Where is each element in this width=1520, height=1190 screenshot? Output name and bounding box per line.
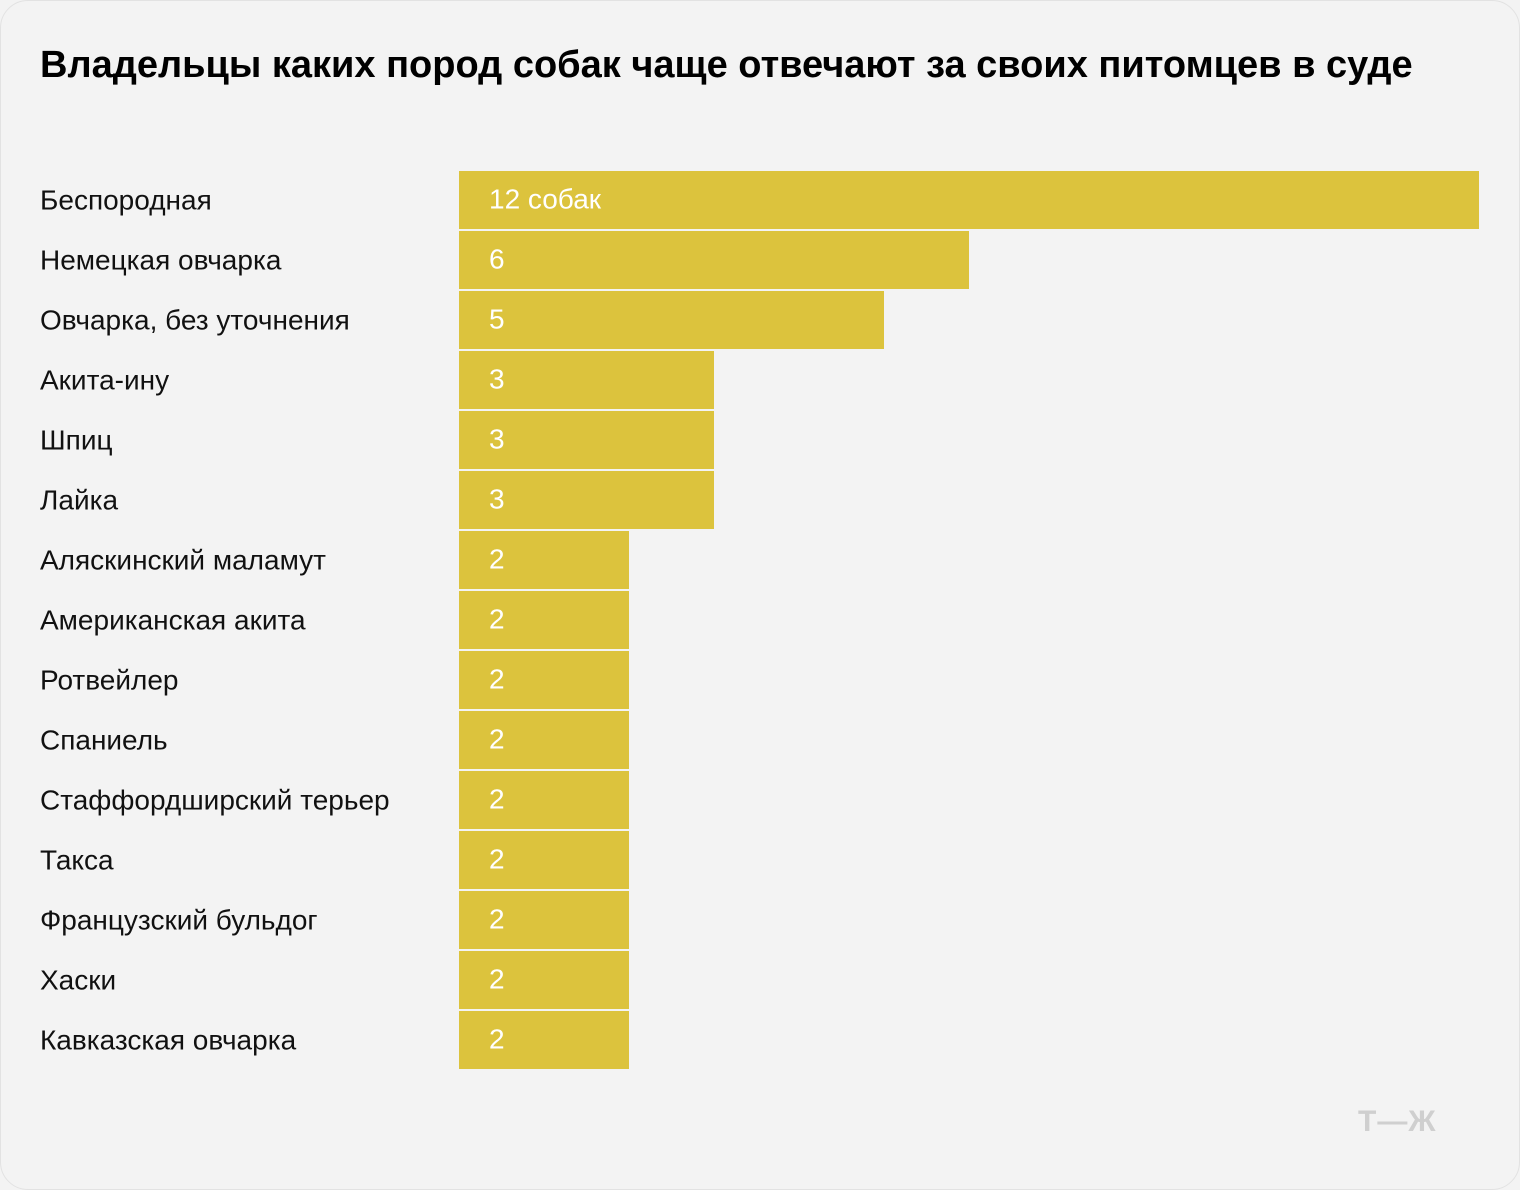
category-label: Спаниель bbox=[40, 724, 168, 755]
bar-value-label: 3 bbox=[489, 363, 505, 394]
bar-value-label: 2 bbox=[489, 663, 505, 694]
category-label: Такса bbox=[40, 844, 114, 875]
bar-value-label: 2 bbox=[489, 783, 505, 814]
category-label: Немецкая овчарка bbox=[40, 244, 282, 275]
bar bbox=[459, 651, 629, 709]
bar-value-label: 2 bbox=[489, 603, 505, 634]
category-label: Овчарка, без уточнения bbox=[40, 304, 350, 335]
category-label: Кавказская овчарка bbox=[40, 1024, 297, 1055]
category-label: Лайка bbox=[40, 484, 118, 515]
bar bbox=[459, 471, 714, 529]
bar-value-label: 2 bbox=[489, 843, 505, 874]
bar bbox=[459, 351, 714, 409]
brand-logo: Т—Ж bbox=[1358, 1105, 1437, 1138]
bar bbox=[459, 291, 884, 349]
bar-value-label: 6 bbox=[489, 243, 505, 274]
bar bbox=[459, 591, 629, 649]
chart-title: Владельцы каких пород собак чаще отвечаю… bbox=[40, 44, 1413, 86]
category-label: Шпиц bbox=[40, 424, 113, 455]
category-label: Беспородная bbox=[40, 184, 212, 215]
bar-value-label: 2 bbox=[489, 963, 505, 994]
bar-value-label: 2 bbox=[489, 903, 505, 934]
bar bbox=[459, 891, 629, 949]
category-label: Американская акита bbox=[40, 604, 306, 635]
bar bbox=[459, 831, 629, 889]
category-label: Стаффордширский терьер bbox=[40, 784, 390, 815]
bar-value-label: 2 bbox=[489, 543, 505, 574]
bar bbox=[459, 1011, 629, 1069]
bar bbox=[459, 951, 629, 1009]
category-label: Аляскинский маламут bbox=[40, 544, 326, 575]
bar-value-label: 2 bbox=[489, 723, 505, 754]
bar-value-label: 2 bbox=[489, 1023, 505, 1054]
bar bbox=[459, 411, 714, 469]
bar bbox=[459, 531, 629, 589]
category-label: Ротвейлер bbox=[40, 664, 178, 695]
bar bbox=[459, 231, 969, 289]
bar-value-label: 3 bbox=[489, 483, 505, 514]
bar bbox=[459, 711, 629, 769]
bar-value-label: 12 собак bbox=[489, 183, 602, 214]
category-label: Акита-ину bbox=[40, 364, 169, 395]
bar bbox=[459, 171, 1479, 229]
category-label: Французский бульдог bbox=[40, 904, 318, 935]
bar bbox=[459, 771, 629, 829]
bar-value-label: 5 bbox=[489, 303, 505, 334]
category-label: Хаски bbox=[40, 964, 116, 995]
bar-value-label: 3 bbox=[489, 423, 505, 454]
